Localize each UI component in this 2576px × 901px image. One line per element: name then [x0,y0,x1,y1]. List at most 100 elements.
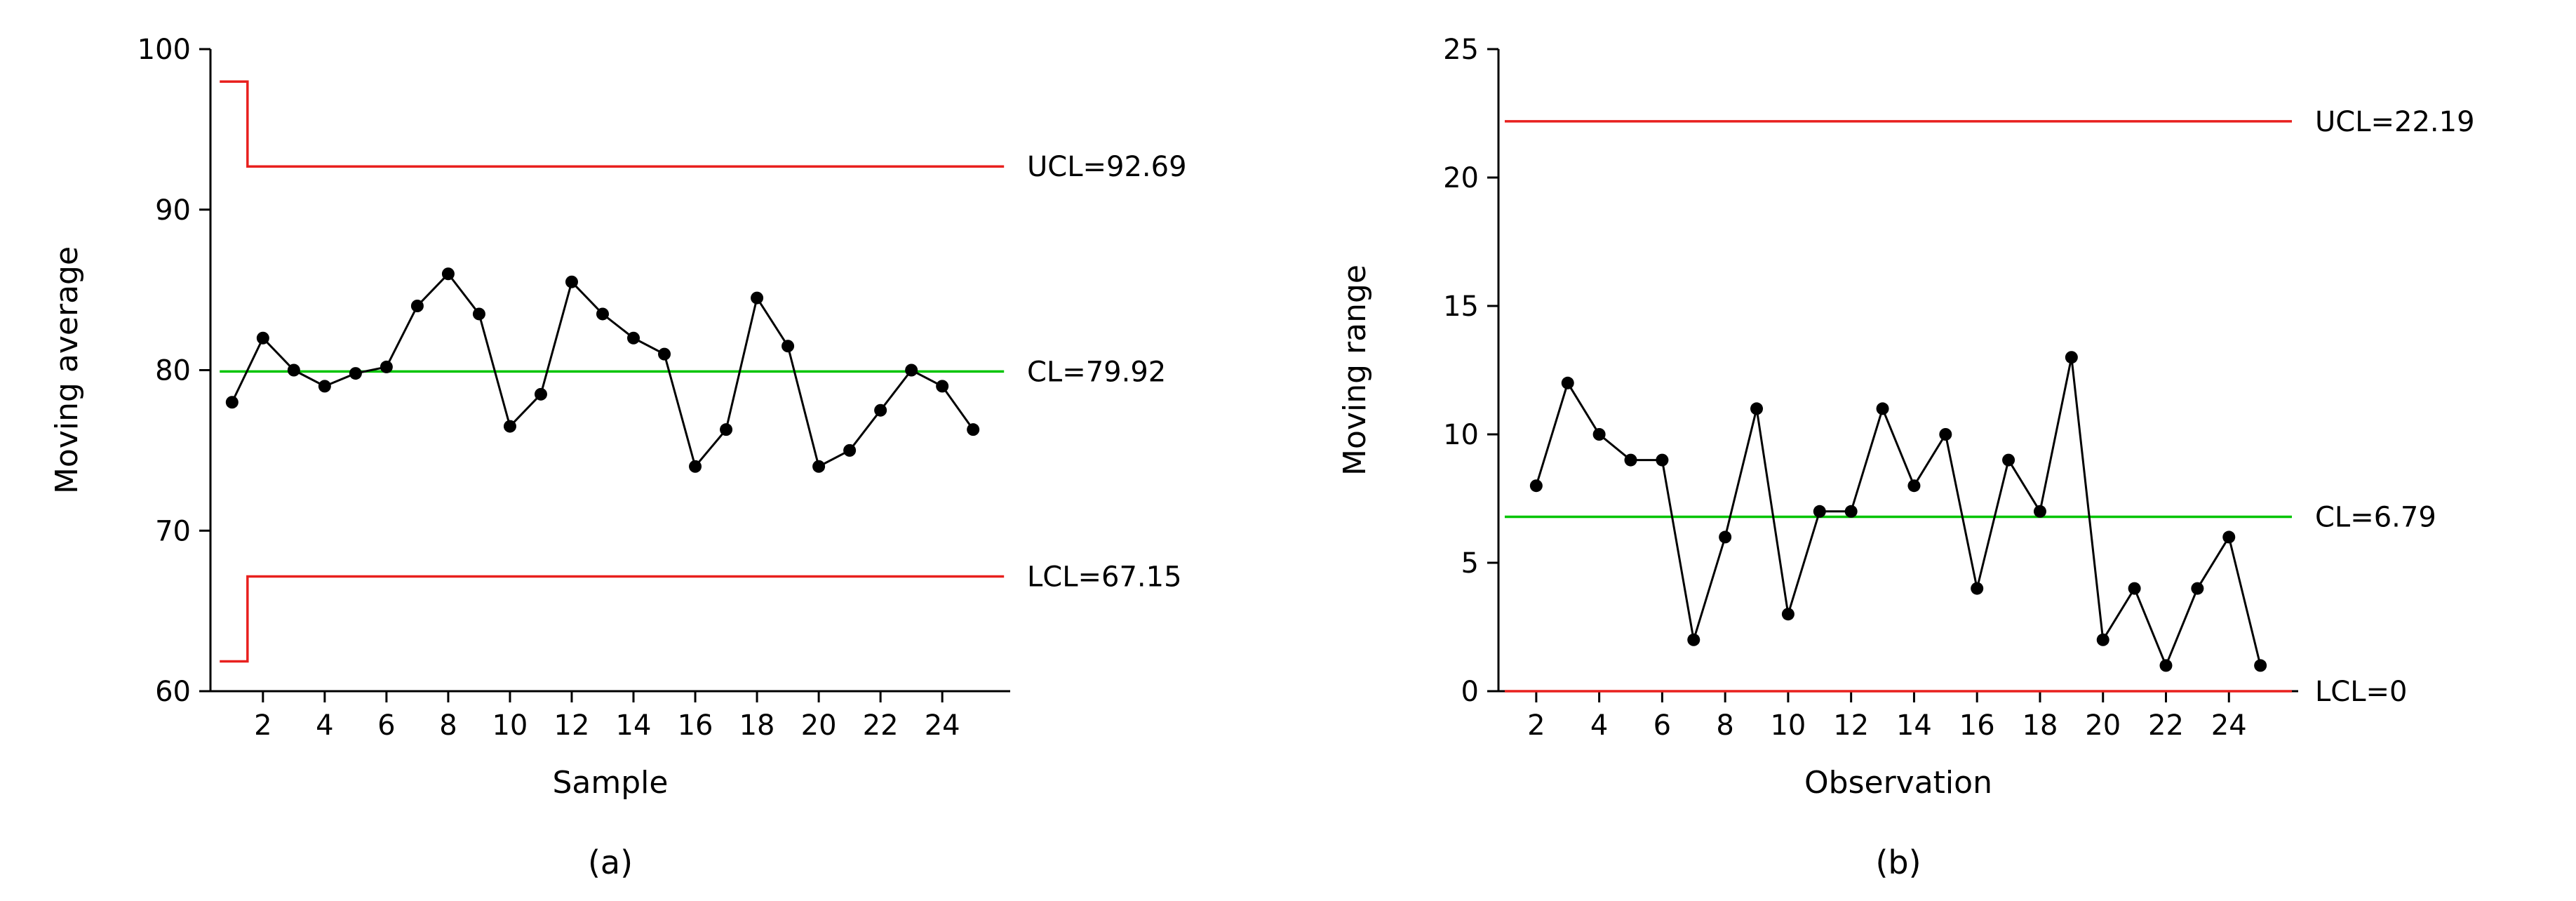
x-tick-label: 24 [925,709,960,742]
data-point [1939,428,1952,441]
data-point [936,380,949,393]
y-tick-label: 90 [155,194,191,227]
limit-label-cl: CL=79.92 [1027,356,1166,388]
data-point [2159,659,2173,672]
data-point [1719,530,1732,544]
y-axis-title: Moving average [49,246,85,494]
data-point [1561,376,1574,389]
x-tick-label: 16 [1959,709,1995,742]
data-point [2096,633,2109,646]
x-tick-label: 10 [492,709,528,742]
data-point [410,300,424,312]
data-point [781,340,795,353]
chart-panel-a: 60 70 80 90 100 2 4 6 8 10 12 14 16 18 20 22 24 UCL=92.69… [49,34,1187,881]
limit-line-ucl [220,80,1005,168]
data-point [472,307,485,321]
data-point [1876,402,1889,415]
data-point [287,363,300,377]
y-tick-label: 5 [1461,547,1479,580]
data-point [627,331,640,345]
data-point [503,420,516,433]
chart-caption: (a) [588,843,633,881]
x-tick-label: 8 [439,709,457,742]
data-point [2191,582,2204,595]
data-point [380,360,393,373]
x-tick-label: 4 [1590,709,1608,742]
data-point [534,387,547,401]
data-point [720,423,733,436]
x-tick-label: 6 [377,709,395,742]
data-point [441,267,455,281]
limit-label-ucl: UCL=22.19 [2315,106,2475,138]
x-tick-label: 2 [254,709,271,742]
data-point [843,443,857,457]
data-point [689,460,702,473]
data-point [1592,428,1606,441]
x-tick-label: 14 [616,709,652,742]
y-tick-label: 0 [1461,676,1479,708]
axes [1497,49,2298,693]
x-tick-label: 8 [1716,709,1733,742]
x-tick-label: 2 [1527,709,1545,742]
y-tick-label: 20 [1443,162,1479,194]
x-tick-label: 10 [1770,709,1806,742]
x-tick-label: 14 [1896,709,1932,742]
y-tick-label: 100 [137,34,191,66]
y-tick-label: 15 [1443,291,1479,323]
data-point [2254,659,2267,672]
data-point [2002,453,2015,467]
x-tick-label: 20 [801,709,837,742]
data-point [905,363,918,377]
data-point [967,423,980,436]
y-tick-label: 70 [155,515,191,547]
x-tick-label: 24 [2211,709,2247,742]
x-tick-label: 22 [2148,709,2184,742]
limit-label-lcl: LCL=0 [2315,676,2407,708]
limit-label-ucl: UCL=92.69 [1027,151,1187,183]
y-tick-label: 80 [155,355,191,387]
x-tick-label: 4 [316,709,333,742]
data-point [1624,453,1637,467]
data-point [596,307,609,321]
data-point [812,460,826,473]
axes [209,49,1010,693]
x-tick-label: 16 [678,709,713,742]
data-point [1813,505,1826,518]
x-tick-label: 18 [2022,709,2058,742]
data-point [565,275,578,288]
data-point [1687,633,1700,646]
data-point [1907,479,1921,493]
data-point [256,331,269,345]
y-tick-label: 25 [1443,34,1479,66]
limit-label-cl: CL=6.79 [2315,501,2436,533]
data-point [225,396,239,409]
data-point [2222,530,2236,544]
y-tick-label: 60 [155,676,191,708]
x-tick-label: 6 [1653,709,1671,742]
data-point [349,367,362,380]
x-tick-label: 20 [2085,709,2121,742]
x-axis-title: Sample [553,765,669,801]
data-point [2033,505,2046,518]
data-point [1656,453,1669,467]
data-point [1971,582,1984,595]
data-point [1529,479,1543,493]
data-point [751,291,764,305]
data-point [874,403,887,417]
x-axis-title: Observation [1804,765,1992,801]
chart-caption: (b) [1875,843,1921,881]
data-point [658,347,671,361]
data-point [2128,582,2141,595]
x-tick-label: 22 [863,709,899,742]
data-point [318,380,331,393]
x-tick-label: 12 [554,709,590,742]
x-tick-label: 12 [1833,709,1869,742]
limit-label-lcl: LCL=67.15 [1027,561,1182,593]
data-point [1844,505,1858,518]
y-tick-label: 10 [1443,419,1479,451]
x-tick-label: 18 [739,709,775,742]
limit-line-lcl [220,575,1005,663]
